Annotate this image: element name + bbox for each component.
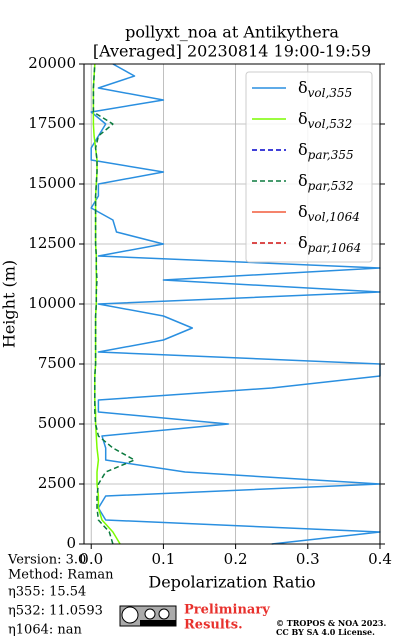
y-tick-label: 15000 bbox=[28, 174, 76, 192]
legend-label: δvol,1064 bbox=[298, 202, 360, 224]
x-axis-label: Depolarization Ratio bbox=[148, 573, 315, 592]
preliminary-note: Preliminary bbox=[184, 603, 270, 618]
y-tick-label: 20000 bbox=[28, 54, 76, 72]
y-tick-label: 10000 bbox=[28, 294, 76, 312]
legend-label: δpar,532 bbox=[298, 171, 354, 193]
series-line bbox=[92, 63, 121, 545]
legend-label: δvol,532 bbox=[298, 109, 352, 131]
x-tick-label: 0.3 bbox=[296, 550, 320, 568]
y-tick-label: 17500 bbox=[28, 114, 76, 132]
y-tick-label: 2500 bbox=[38, 474, 76, 492]
x-tick-label: 0.4 bbox=[368, 550, 392, 568]
info-line: η355: 15.54 bbox=[8, 585, 86, 600]
info-line: Method: Raman bbox=[8, 568, 114, 583]
info-line: η1064: nan bbox=[8, 623, 83, 638]
series-line bbox=[90, 63, 381, 545]
y-tick-label: 0 bbox=[66, 534, 76, 552]
legend-label: δvol,355 bbox=[298, 78, 352, 100]
y-axis-label: Height (m) bbox=[0, 260, 19, 348]
license-icon bbox=[119, 605, 177, 627]
legend-label: δpar,355 bbox=[298, 140, 354, 162]
legend-box bbox=[245, 71, 373, 263]
legend-label: δpar,1064 bbox=[298, 233, 361, 255]
y-tick-label: 5000 bbox=[38, 414, 76, 432]
x-tick-label: 0.1 bbox=[151, 550, 175, 568]
plot-frame bbox=[83, 63, 381, 545]
x-tick-label: 0.0 bbox=[79, 550, 103, 568]
chart-title: pollyxt_noa at Antikythera bbox=[125, 23, 339, 42]
copyright: © TROPOS & NOA 2023. bbox=[276, 618, 386, 628]
y-tick-label: 12500 bbox=[28, 234, 76, 252]
x-tick-label: 0.2 bbox=[224, 550, 248, 568]
chart-title: [Averaged] 20230814 19:00-19:59 bbox=[93, 42, 371, 61]
info-line: η532: 11.0593 bbox=[8, 604, 103, 619]
y-tick-label: 7500 bbox=[38, 354, 76, 372]
series-line bbox=[92, 63, 136, 545]
copyright: CC BY SA 4.0 License. bbox=[276, 627, 375, 637]
preliminary-note: Results. bbox=[184, 618, 243, 633]
info-line: Version: 3.0 bbox=[7, 553, 86, 568]
